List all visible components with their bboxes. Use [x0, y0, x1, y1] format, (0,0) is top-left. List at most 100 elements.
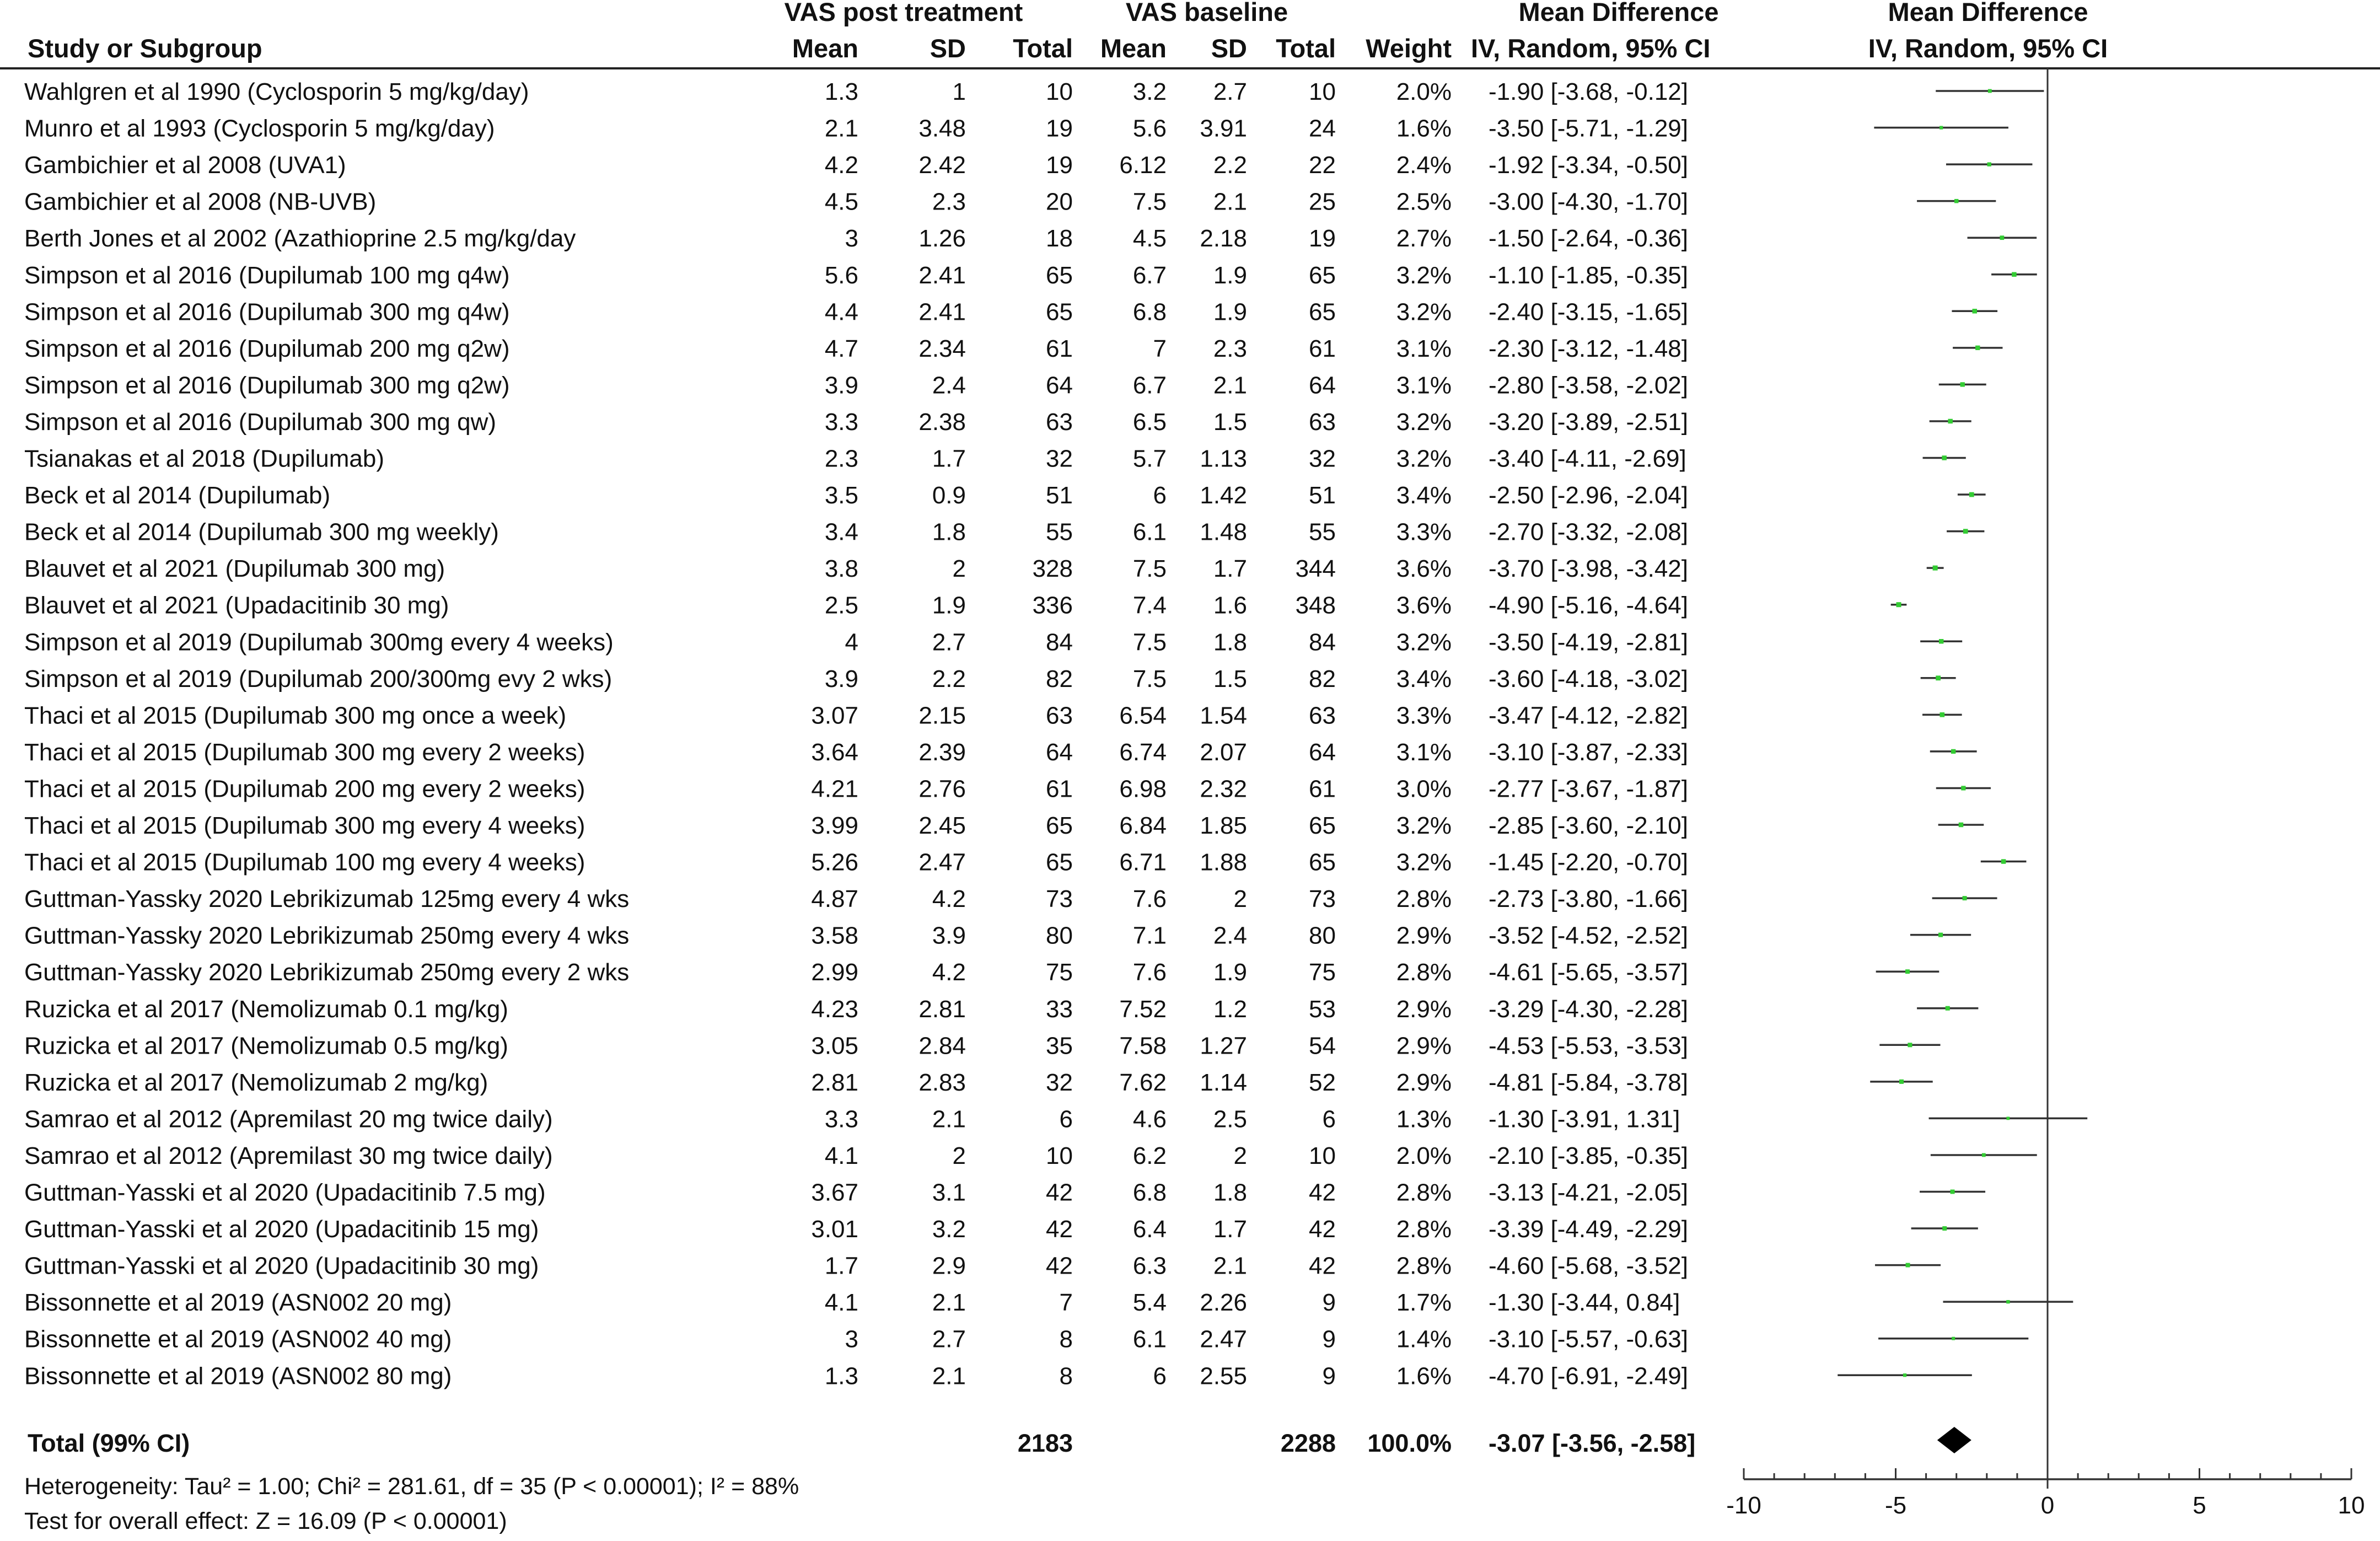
table-row: Guttman-Yasski et al 2020 (Upadacitinib … [24, 1253, 1688, 1280]
cell-sd1: 2.39 [918, 739, 966, 766]
cell-m2: 5.4 [1133, 1289, 1167, 1316]
table-header: VAS post treatment VAS baseline Mean Dif… [28, 0, 2108, 63]
cell-name: Guttman-Yasski et al 2020 (Upadacitinib … [24, 1179, 546, 1206]
table-row: Thaci et al 2015 (Dupilumab 300 mg once … [24, 702, 1688, 729]
point-estimate [1905, 1263, 1910, 1268]
overall-effect-text: Test for overall effect: Z = 16.09 (P < … [24, 1508, 507, 1534]
cell-ci: -2.40 [-3.15, -1.65] [1489, 298, 1688, 325]
cell-ci: -1.90 [-3.68, -0.12] [1489, 78, 1688, 105]
cell-ci: -1.92 [-3.34, -0.50] [1489, 152, 1688, 179]
cell-m2: 7.5 [1133, 665, 1167, 692]
table-row: Simpson et al 2016 (Dupilumab 100 mg q4w… [24, 262, 1688, 289]
cell-n2: 19 [1309, 225, 1336, 252]
cell-name: Blauvet et al 2021 (Dupilumab 300 mg) [24, 555, 445, 582]
cell-sd1: 2.76 [918, 775, 966, 802]
cell-sd1: 2.41 [918, 262, 966, 289]
cell-sd2: 1.9 [1213, 959, 1247, 986]
cell-m2: 4.6 [1133, 1105, 1167, 1132]
cell-sd1: 2.1 [932, 1362, 966, 1389]
cell-m2: 7.5 [1133, 189, 1167, 216]
cell-name: Thaci et al 2015 (Dupilumab 200 mg every… [24, 775, 585, 802]
point-estimate [1969, 492, 1974, 497]
cell-sd1: 2.2 [932, 665, 966, 692]
cell-weight: 2.0% [1396, 78, 1452, 105]
cell-m2: 7.62 [1119, 1069, 1167, 1096]
cell-ci: -3.10 [-5.57, -0.63] [1489, 1326, 1688, 1353]
cell-sd1: 2 [953, 555, 966, 582]
cell-weight: 3.1% [1396, 335, 1452, 362]
cell-n1: 42 [1046, 1179, 1073, 1206]
point-estimate [1903, 1373, 1907, 1377]
table-row: Gambichier et al 2008 (NB-UVB) 4.5 2.3 20 7.… [24, 189, 1688, 216]
cell-m2: 3.2 [1133, 78, 1167, 105]
cell-ci: -1.45 [-2.20, -0.70] [1489, 849, 1688, 876]
cell-weight: 1.6% [1396, 115, 1452, 142]
cell-sd2: 1.14 [1200, 1069, 1247, 1096]
point-estimate [1961, 786, 1966, 791]
cell-weight: 3.1% [1396, 739, 1452, 766]
cell-m1: 3.5 [825, 482, 858, 509]
cell-weight: 3.6% [1396, 555, 1452, 582]
md-header-sub: IV, Random, 95% CI [1471, 34, 1710, 63]
cell-sd2: 1.5 [1213, 665, 1247, 692]
cell-n1: 65 [1046, 298, 1073, 325]
cell-n2: 25 [1309, 189, 1336, 216]
table-row: Guttman-Yasski et al 2020 (Upadacitinib … [24, 1216, 1688, 1243]
point-estimate [1945, 1006, 1950, 1011]
total2-header: Total [1276, 34, 1336, 63]
cell-weight: 3.1% [1396, 372, 1452, 399]
cell-name: Berth Jones et al 2002 (Azathioprine 2.5… [24, 225, 576, 252]
cell-weight: 3.6% [1396, 592, 1452, 619]
cell-ci: -3.50 [-4.19, -2.81] [1489, 629, 1688, 656]
cell-ci: -4.61 [-5.65, -3.57] [1489, 959, 1688, 986]
cell-sd1: 2.38 [918, 409, 966, 436]
cell-ci: -4.81 [-5.84, -3.78] [1489, 1069, 1688, 1096]
table-row: Thaci et al 2015 (Dupilumab 300 mg every… [24, 739, 1688, 766]
cell-sd2: 2.1 [1213, 1253, 1247, 1280]
cell-n2: 53 [1309, 996, 1336, 1023]
point-estimate [1899, 1079, 1904, 1084]
point-estimate [1905, 969, 1910, 974]
cell-ci: -3.10 [-3.87, -2.33] [1489, 739, 1688, 766]
table-row: Simpson et al 2016 (Dupilumab 300 mg q2w… [24, 372, 1688, 399]
cell-name: Bissonnette et al 2019 (ASN002 20 mg) [24, 1289, 452, 1316]
cell-ci: -3.50 [-5.71, -1.29] [1489, 115, 1688, 142]
total-label: Total (99% CI) [28, 1429, 190, 1457]
cell-sd2: 1.6 [1213, 592, 1247, 619]
point-estimate [2001, 859, 2006, 864]
cell-m2: 6.3 [1133, 1253, 1167, 1280]
cell-n2: 63 [1309, 702, 1336, 729]
cell-m2: 6.74 [1119, 739, 1167, 766]
cell-name: Beck et al 2014 (Dupilumab 300 mg weekly… [24, 519, 499, 546]
cell-weight: 3.4% [1396, 665, 1452, 692]
point-estimate [1908, 1043, 1912, 1048]
cell-n1: 19 [1046, 152, 1073, 179]
cell-ci: -1.30 [-3.44, 0.84] [1489, 1289, 1680, 1316]
cell-sd1: 4.2 [932, 885, 966, 912]
cell-n1: 8 [1060, 1362, 1073, 1389]
cell-sd1: 2.1 [932, 1289, 966, 1316]
table-row: Thaci et al 2015 (Dupilumab 200 mg every… [24, 775, 1688, 802]
cell-n1: 10 [1046, 78, 1073, 105]
table-row: Guttman-Yassky 2020 Lebrikizumab 250mg e… [24, 922, 1688, 949]
table-row: Tsianakas et al 2018 (Dupilumab) 2.3 1.7 32… [24, 445, 1686, 472]
cell-n2: 64 [1309, 739, 1336, 766]
cell-n1: 6 [1060, 1105, 1073, 1132]
cell-n1: 65 [1046, 812, 1073, 839]
point-estimate [1896, 602, 1901, 608]
cell-name: Thaci et al 2015 (Dupilumab 100 mg every… [24, 849, 585, 876]
total-row: Total (99% CI) 2183 2288 100.0% -3.07 [-… [28, 1429, 1695, 1457]
cell-m2: 6 [1153, 482, 1167, 509]
table-row: Beck et al 2014 (Dupilumab 300 mg weekly… [24, 519, 1688, 546]
cell-sd2: 1.8 [1213, 1179, 1247, 1206]
cell-sd1: 2.15 [918, 702, 966, 729]
cell-sd1: 1 [953, 78, 966, 105]
cell-n1: 61 [1046, 335, 1073, 362]
cell-weight: 3.2% [1396, 409, 1452, 436]
point-estimate [2012, 272, 2017, 277]
cell-m1: 3 [845, 1326, 858, 1353]
cell-weight: 3.2% [1396, 445, 1452, 472]
cell-sd1: 2.41 [918, 298, 966, 325]
cell-sd2: 2.55 [1200, 1362, 1247, 1389]
cell-name: Simpson et al 2016 (Dupilumab 300 mg q4w… [24, 298, 509, 325]
